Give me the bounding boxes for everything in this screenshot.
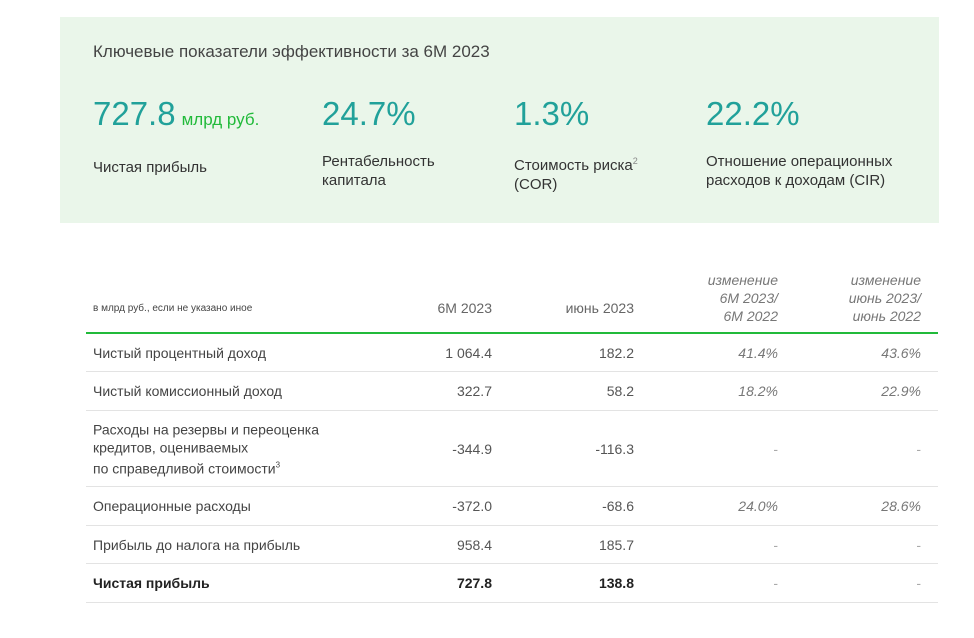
kpi-net-profit: 727.8 млрд руб. Чистая прибыль (93, 95, 259, 177)
kpi-label: Рентабельность капитала (322, 153, 435, 189)
header-change-june: изменение июнь 2023/июнь 2022 (848, 272, 921, 324)
cell-june-2023: 58.2 (606, 383, 634, 399)
cell-june-2023: -116.3 (595, 440, 634, 457)
kpi-value: 24.7% (322, 95, 416, 132)
header-change-6m: изменение 6М 2023/6М 2022 (707, 272, 778, 324)
row-label: Чистая прибыль (93, 575, 210, 591)
cell-6m-2023: -344.9 (452, 440, 492, 457)
table-row: Расходы на резервы и переоценка кредитов,… (86, 411, 938, 487)
cell-change-6m: - (773, 440, 778, 457)
row-label: Чистый комиссионный доход (93, 383, 282, 399)
cell-6m-2023: 958.4 (456, 536, 492, 553)
cell-june-2023: 182.2 (598, 344, 634, 361)
kpi-value: 22.2% (706, 95, 800, 132)
kpi-label: Отношение операционных расходов к доходам… (706, 153, 893, 189)
cell-change-june: - (916, 575, 921, 591)
financial-table: в млрд руб., если не указано иное 6М 202… (86, 264, 938, 603)
cell-6m-2023: 727.8 (456, 575, 492, 591)
row-label: Прибыль до налога на прибыль (93, 536, 301, 553)
cell-change-june: 28.6% (881, 498, 921, 514)
cell-june-2023: -68.6 (602, 498, 634, 514)
table-row-total: Чистая прибыль 727.8 138.8 - - (86, 564, 938, 603)
header-6m-2023: 6М 2023 (437, 300, 492, 316)
table-row: Чистый комиссионный доход 322.7 58.2 18.… (86, 372, 938, 411)
unit-note: в млрд руб., если не указано иное (93, 303, 253, 314)
kpi-cor: 1.3% Стоимость риска2 (COR) (514, 95, 638, 194)
cell-change-6m: 24.0% (738, 498, 778, 514)
header-june-2023: июнь 2023 (565, 300, 634, 316)
cell-6m-2023: 322.7 (456, 383, 492, 399)
cell-june-2023: 185.7 (598, 536, 634, 553)
kpi-panel: Ключевые показатели эффективности за 6М … (60, 17, 939, 223)
cell-change-6m: 41.4% (738, 344, 778, 361)
footnote-marker: 3 (275, 460, 281, 470)
cell-change-6m: - (773, 575, 778, 591)
table-header: в млрд руб., если не указано иное 6М 202… (86, 264, 938, 334)
footnote-marker: 2 (632, 156, 638, 166)
cell-change-june: - (916, 536, 921, 553)
kpi-label: Чистая прибыль (93, 159, 207, 176)
table-row: Чистый процентный доход 1 064.4 182.2 41… (86, 334, 938, 372)
kpi-roe: 24.7% Рентабельность капитала (322, 95, 435, 190)
cell-june-2023: 138.8 (598, 575, 634, 591)
kpi-label: Стоимость риска2 (COR) (514, 156, 638, 193)
kpi-cir: 22.2% Отношение операционных расходов к д… (706, 95, 892, 190)
table-row: Прибыль до налога на прибыль 958.4 185.7… (86, 526, 938, 564)
table-row: Операционные расходы -372.0 -68.6 24.0% … (86, 487, 938, 526)
cell-change-june: - (916, 440, 921, 457)
kpi-value: 727.8 млрд руб. (93, 95, 260, 132)
kpi-unit: млрд руб. (181, 110, 260, 129)
kpi-value: 1.3% (514, 95, 590, 132)
cell-6m-2023: -372.0 (452, 498, 492, 514)
kpi-panel-title: Ключевые показатели эффективности за 6М … (93, 42, 490, 61)
cell-6m-2023: 1 064.4 (445, 344, 492, 361)
cell-change-6m: 18.2% (738, 383, 778, 399)
cell-change-june: 22.9% (881, 383, 921, 399)
cell-change-6m: - (773, 536, 778, 553)
row-label: Чистый процентный доход (93, 344, 267, 361)
row-label: Операционные расходы (93, 498, 251, 514)
row-label: Расходы на резервы и переоценка кредитов,… (93, 421, 320, 476)
cell-change-june: 43.6% (881, 344, 921, 361)
